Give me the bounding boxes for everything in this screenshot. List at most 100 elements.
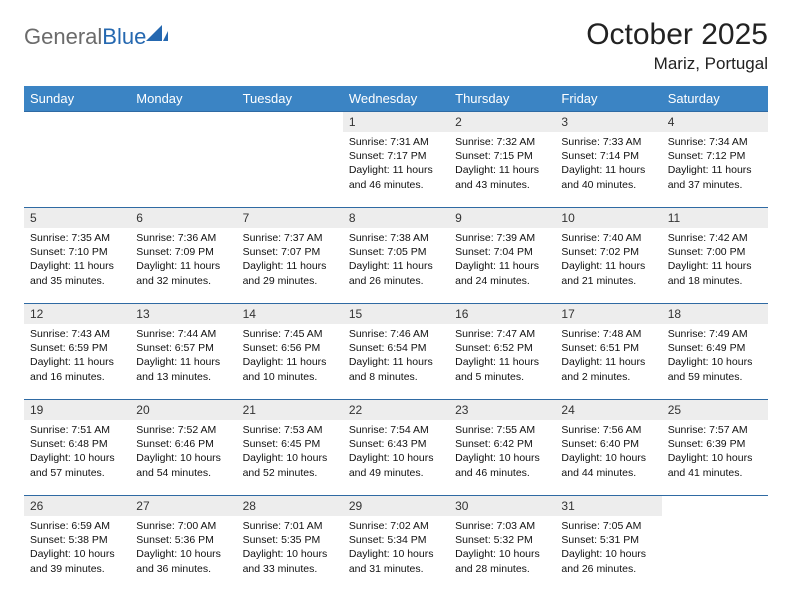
day-content: Sunrise: 7:46 AMSunset: 6:54 PMDaylight:… — [343, 324, 449, 400]
day-content: Sunrise: 7:47 AMSunset: 6:52 PMDaylight:… — [449, 324, 555, 400]
sunset-text: Sunset: 5:32 PM — [455, 533, 549, 547]
sunrise-text: Sunrise: 7:55 AM — [455, 423, 549, 437]
sunset-text: Sunset: 7:05 PM — [349, 245, 443, 259]
sunset-text: Sunset: 7:14 PM — [561, 149, 655, 163]
day-header: Sunday — [24, 86, 130, 112]
day-content — [237, 132, 343, 208]
day-number: 28 — [237, 496, 343, 517]
sunrise-text: Sunrise: 7:40 AM — [561, 231, 655, 245]
day-content: Sunrise: 7:52 AMSunset: 6:46 PMDaylight:… — [130, 420, 236, 496]
sunset-text: Sunset: 5:35 PM — [243, 533, 337, 547]
day-content: Sunrise: 7:56 AMSunset: 6:40 PMDaylight:… — [555, 420, 661, 496]
day-content: Sunrise: 7:49 AMSunset: 6:49 PMDaylight:… — [662, 324, 768, 400]
sunrise-text: Sunrise: 7:34 AM — [668, 135, 762, 149]
sunset-text: Sunset: 6:56 PM — [243, 341, 337, 355]
day-content: Sunrise: 7:39 AMSunset: 7:04 PMDaylight:… — [449, 228, 555, 304]
sunrise-text: Sunrise: 7:01 AM — [243, 519, 337, 533]
daylight-text: Daylight: 10 hours and 41 minutes. — [668, 451, 762, 479]
daylight-text: Daylight: 10 hours and 52 minutes. — [243, 451, 337, 479]
sunset-text: Sunset: 7:02 PM — [561, 245, 655, 259]
day-content: Sunrise: 7:00 AMSunset: 5:36 PMDaylight:… — [130, 516, 236, 591]
daylight-text: Daylight: 11 hours and 32 minutes. — [136, 259, 230, 287]
sunset-text: Sunset: 6:39 PM — [668, 437, 762, 451]
day-number — [24, 112, 130, 133]
day-header: Friday — [555, 86, 661, 112]
sunrise-text: Sunrise: 7:36 AM — [136, 231, 230, 245]
day-number: 13 — [130, 304, 236, 325]
sunrise-text: Sunrise: 7:49 AM — [668, 327, 762, 341]
day-content: Sunrise: 7:05 AMSunset: 5:31 PMDaylight:… — [555, 516, 661, 591]
sunrise-text: Sunrise: 7:45 AM — [243, 327, 337, 341]
content-row: Sunrise: 7:31 AMSunset: 7:17 PMDaylight:… — [24, 132, 768, 208]
sunset-text: Sunset: 7:12 PM — [668, 149, 762, 163]
daylight-text: Daylight: 11 hours and 21 minutes. — [561, 259, 655, 287]
sunset-text: Sunset: 6:45 PM — [243, 437, 337, 451]
day-content: Sunrise: 7:55 AMSunset: 6:42 PMDaylight:… — [449, 420, 555, 496]
day-number: 6 — [130, 208, 236, 229]
sunrise-text: Sunrise: 7:46 AM — [349, 327, 443, 341]
day-number: 29 — [343, 496, 449, 517]
sunset-text: Sunset: 7:15 PM — [455, 149, 549, 163]
daylight-text: Daylight: 11 hours and 29 minutes. — [243, 259, 337, 287]
day-content: Sunrise: 7:40 AMSunset: 7:02 PMDaylight:… — [555, 228, 661, 304]
sunrise-text: Sunrise: 7:48 AM — [561, 327, 655, 341]
day-content: Sunrise: 7:01 AMSunset: 5:35 PMDaylight:… — [237, 516, 343, 591]
day-number: 20 — [130, 400, 236, 421]
sunrise-text: Sunrise: 6:59 AM — [30, 519, 124, 533]
day-number: 18 — [662, 304, 768, 325]
day-number — [130, 112, 236, 133]
daylight-text: Daylight: 10 hours and 54 minutes. — [136, 451, 230, 479]
daylight-text: Daylight: 11 hours and 43 minutes. — [455, 163, 549, 191]
day-content — [130, 132, 236, 208]
sunrise-text: Sunrise: 7:37 AM — [243, 231, 337, 245]
day-number: 8 — [343, 208, 449, 229]
sunrise-text: Sunrise: 7:03 AM — [455, 519, 549, 533]
day-content: Sunrise: 7:37 AMSunset: 7:07 PMDaylight:… — [237, 228, 343, 304]
sunset-text: Sunset: 7:09 PM — [136, 245, 230, 259]
day-number: 24 — [555, 400, 661, 421]
logo-text-blue: Blue — [102, 24, 146, 49]
day-number: 26 — [24, 496, 130, 517]
sunset-text: Sunset: 6:52 PM — [455, 341, 549, 355]
sunrise-text: Sunrise: 7:47 AM — [455, 327, 549, 341]
content-row: Sunrise: 7:51 AMSunset: 6:48 PMDaylight:… — [24, 420, 768, 496]
day-content: Sunrise: 7:45 AMSunset: 6:56 PMDaylight:… — [237, 324, 343, 400]
sunrise-text: Sunrise: 7:02 AM — [349, 519, 443, 533]
day-number: 5 — [24, 208, 130, 229]
daylight-text: Daylight: 11 hours and 46 minutes. — [349, 163, 443, 191]
day-content: Sunrise: 7:33 AMSunset: 7:14 PMDaylight:… — [555, 132, 661, 208]
daylight-text: Daylight: 11 hours and 2 minutes. — [561, 355, 655, 383]
day-header: Tuesday — [237, 86, 343, 112]
day-content: Sunrise: 7:38 AMSunset: 7:05 PMDaylight:… — [343, 228, 449, 304]
day-content: Sunrise: 7:57 AMSunset: 6:39 PMDaylight:… — [662, 420, 768, 496]
sunset-text: Sunset: 6:40 PM — [561, 437, 655, 451]
sunrise-text: Sunrise: 7:43 AM — [30, 327, 124, 341]
sunset-text: Sunset: 6:59 PM — [30, 341, 124, 355]
day-header: Monday — [130, 86, 236, 112]
sunrise-text: Sunrise: 7:31 AM — [349, 135, 443, 149]
sunrise-text: Sunrise: 7:54 AM — [349, 423, 443, 437]
sunset-text: Sunset: 6:54 PM — [349, 341, 443, 355]
daylight-text: Daylight: 10 hours and 46 minutes. — [455, 451, 549, 479]
day-number: 7 — [237, 208, 343, 229]
day-content: Sunrise: 7:54 AMSunset: 6:43 PMDaylight:… — [343, 420, 449, 496]
sunrise-text: Sunrise: 7:44 AM — [136, 327, 230, 341]
content-row: Sunrise: 7:35 AMSunset: 7:10 PMDaylight:… — [24, 228, 768, 304]
day-number — [662, 496, 768, 517]
day-content: Sunrise: 7:48 AMSunset: 6:51 PMDaylight:… — [555, 324, 661, 400]
daylight-text: Daylight: 10 hours and 59 minutes. — [668, 355, 762, 383]
sunset-text: Sunset: 7:17 PM — [349, 149, 443, 163]
sunset-text: Sunset: 5:36 PM — [136, 533, 230, 547]
daylight-text: Daylight: 10 hours and 36 minutes. — [136, 547, 230, 575]
day-content: Sunrise: 7:51 AMSunset: 6:48 PMDaylight:… — [24, 420, 130, 496]
daylight-text: Daylight: 10 hours and 33 minutes. — [243, 547, 337, 575]
day-header: Thursday — [449, 86, 555, 112]
daylight-text: Daylight: 10 hours and 44 minutes. — [561, 451, 655, 479]
daylight-text: Daylight: 10 hours and 28 minutes. — [455, 547, 549, 575]
daynum-row: 567891011 — [24, 208, 768, 229]
day-number — [237, 112, 343, 133]
sunset-text: Sunset: 6:46 PM — [136, 437, 230, 451]
day-header: Saturday — [662, 86, 768, 112]
day-number: 22 — [343, 400, 449, 421]
day-number: 17 — [555, 304, 661, 325]
